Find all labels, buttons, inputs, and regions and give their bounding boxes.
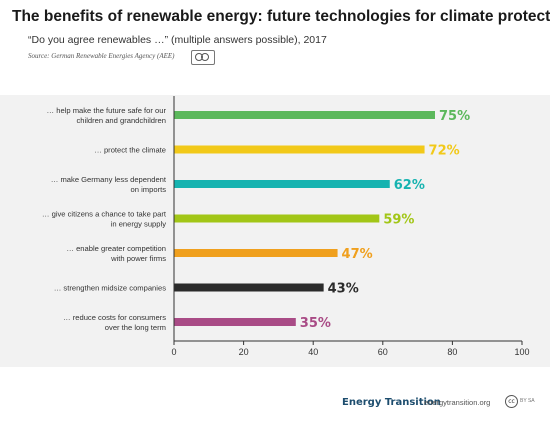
category-label-5-line-2: with power firms bbox=[110, 254, 166, 263]
footer-url[interactable]: energytransition.org bbox=[424, 398, 491, 407]
cc-license-icon: cc bbox=[505, 395, 518, 408]
value-label-3: 62% bbox=[394, 178, 425, 193]
value-label-4: 59% bbox=[383, 213, 414, 228]
bar-3 bbox=[174, 180, 390, 188]
category-label-7-line-1: … reduce costs for consumers bbox=[63, 313, 166, 322]
bar-7 bbox=[174, 318, 296, 326]
x-tick-label-20: 20 bbox=[239, 347, 249, 357]
chart-subtitle: “Do you agree renewables …” (multiple an… bbox=[28, 34, 327, 46]
value-label-1: 75% bbox=[439, 109, 470, 124]
category-label-3-line-1: … make Germany less dependent bbox=[51, 175, 167, 184]
bar-5 bbox=[174, 249, 338, 257]
chart-source: Source: German Renewable Energies Agency… bbox=[28, 52, 175, 60]
bar-4 bbox=[174, 214, 380, 223]
chart-title: The benefits of renewable energy: future… bbox=[12, 8, 550, 25]
category-label-6: … strengthen midsize companies bbox=[54, 284, 166, 293]
aee-logo-icon bbox=[191, 50, 215, 65]
x-tick-label-0: 0 bbox=[171, 347, 176, 357]
bar-chart: 75% … help make the future safe for ourch… bbox=[42, 96, 530, 357]
value-label-7: 35% bbox=[300, 316, 331, 331]
value-label-6: 43% bbox=[328, 282, 359, 297]
category-label-1-line-1: … help make the future safe for our bbox=[47, 106, 167, 115]
by-sa-icon: BY SA bbox=[520, 398, 535, 404]
bar-1 bbox=[174, 111, 435, 119]
category-label-2: … protect the climate bbox=[94, 146, 166, 155]
category-label-4-line-1: … give citizens a chance to take part bbox=[42, 210, 167, 219]
value-label-5: 47% bbox=[342, 247, 373, 262]
footer-brand: Energy Transition bbox=[342, 397, 441, 408]
x-tick-label-60: 60 bbox=[378, 347, 388, 357]
bar-6 bbox=[174, 283, 324, 292]
x-tick-label-100: 100 bbox=[514, 347, 529, 357]
category-label-5-line-1: … enable greater competition bbox=[66, 244, 166, 253]
category-label-1-line-2: children and grandchildren bbox=[77, 116, 167, 125]
bar-2 bbox=[174, 145, 425, 154]
category-label-4-line-2: in energy supply bbox=[111, 220, 167, 229]
x-tick-label-40: 40 bbox=[308, 347, 318, 357]
x-tick-label-80: 80 bbox=[447, 347, 457, 357]
category-label-7-line-2: over the long term bbox=[105, 323, 166, 332]
value-label-2: 72% bbox=[429, 144, 460, 159]
category-label-3-line-2: on imports bbox=[131, 185, 167, 194]
